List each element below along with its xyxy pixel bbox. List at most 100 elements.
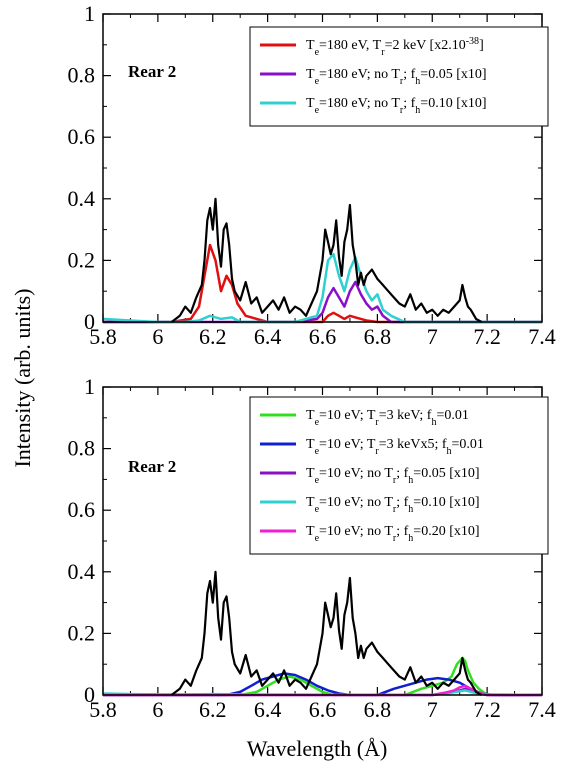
legend-text: =180 eV, T [319, 38, 382, 53]
x-tick-label: 5.8 [89, 697, 117, 722]
series-line-2 [103, 280, 542, 324]
legend-text: =10 eV; no T [319, 495, 393, 510]
legend-text: =0.10 [x10] [413, 495, 479, 510]
legend-text: =0.20 [x10] [413, 524, 479, 539]
legend-subscript: h [408, 504, 413, 515]
x-tick-label: 7 [427, 697, 438, 722]
y-tick-label: 0 [84, 309, 95, 334]
legend-text: T [306, 495, 315, 510]
legend-entry: Te=180 eV, Tr=2 keV [x2.10-38] [306, 36, 484, 58]
y-tick-label: 0.6 [68, 497, 96, 522]
y-tick-label: 0.2 [68, 620, 96, 645]
legend-entry: Te=180 eV; no Tr; fh=0.10 [x10] [306, 96, 487, 116]
y-tick-label: 0.8 [68, 63, 96, 88]
legend-subscript: r [400, 76, 404, 87]
series-line-5 [103, 684, 542, 697]
legend-text: ; f [396, 495, 408, 510]
y-tick-label: 1 [84, 1, 95, 26]
legend-text: T [306, 466, 315, 481]
legend-text: =0.05 [x10] [420, 67, 486, 82]
legend-text: ; f [396, 524, 408, 539]
chart-panel-1: 5.8 6 6.2 6.4 6.6 6.8 7 7.2 7.4 0 0.2 0.4 0.6 0.8 1 Rea… [68, 1, 556, 349]
legend-entry: Te=10 eV; no Tr; fh=0.20 [x10] [306, 524, 480, 544]
legend-subscript: e [315, 533, 320, 544]
panel-annotation: Rear 2 [128, 62, 176, 81]
legend-text: =10 eV; no T [319, 466, 393, 481]
y-tick-label: 0.4 [68, 559, 96, 584]
legend-text: ] [479, 38, 484, 53]
legend-box [249, 396, 549, 555]
y-tick-label: 1 [84, 374, 95, 399]
legend-text: =10 eV; no T [319, 524, 393, 539]
legend-subscript: h [415, 76, 420, 87]
legend-subscript: h [415, 105, 420, 116]
legend-text: =3 keV [379, 437, 421, 452]
x-tick-label: 6.4 [254, 324, 282, 349]
x-tick-label: 6.2 [199, 324, 227, 349]
x-tick-label: 6 [152, 324, 163, 349]
series-line-1 [103, 243, 542, 324]
x-tick-label: 6.8 [364, 697, 392, 722]
y-tick-label: 0.2 [68, 247, 96, 272]
legend-text: =180 eV; no T [319, 96, 400, 111]
legend-subscript: r [381, 47, 385, 58]
legend-subscript: r [400, 105, 404, 116]
panels: 5.8 6 6.2 6.4 6.6 6.8 7 7.2 7.4 0 0.2 0.4 0.6 0.8 1 Rea… [68, 1, 556, 722]
x-tick-label: 6.2 [199, 697, 227, 722]
y-tick-label: 0.4 [68, 186, 96, 211]
legend-subscript: h [447, 446, 452, 457]
x-tick-label: 5.8 [89, 324, 117, 349]
legend-subscript: r [393, 533, 397, 544]
y-tick-label: 0.6 [68, 124, 96, 149]
x-tick-label: 7.4 [528, 324, 556, 349]
legend-text: =0.05 [x10] [413, 466, 479, 481]
legend-subscript: e [315, 446, 320, 457]
legend-entry: Te=10 eV; Tr=3 keV; fh=0.01 [306, 408, 469, 428]
x-tick-label: 6 [152, 697, 163, 722]
y-axis-title: Intensity (arb. units) [10, 288, 35, 467]
legend-subscript: r [375, 417, 379, 428]
legend-text: ; f [403, 96, 415, 111]
legend-text: T [306, 437, 315, 452]
series-line-3 [102, 252, 542, 324]
legend-text: ; f [396, 466, 408, 481]
legend-text: =10 eV; T [319, 408, 376, 423]
legend-subscript: e [315, 417, 320, 428]
legend-text: T [306, 408, 315, 423]
series-line-6 [170, 570, 483, 696]
legend-text: =0.01 [436, 408, 468, 423]
legend-subscript: r [393, 475, 397, 486]
legend-entry: Te=10 eV; no Tr; fh=0.05 [x10] [306, 466, 480, 486]
x-tick-label: 7.4 [528, 697, 556, 722]
legend-text: T [306, 67, 315, 82]
panel-annotation: Rear 2 [128, 457, 176, 476]
chart-panel-2: 5.8 6 6.2 6.4 6.6 6.8 7 7.2 7.4 0 0.2 0.4 0.6 0.8 1 Rea… [68, 374, 556, 722]
x-axis-title: Wavelength (Å) [247, 736, 388, 761]
y-tick-label: 0.8 [68, 436, 96, 461]
x-tick-label: 6.6 [309, 324, 337, 349]
y-tick-label: 0 [84, 682, 95, 707]
legend-text: =2 keV [x2.10 [385, 38, 466, 53]
legend-entry: Te=10 eV; Tr=3 keVx5; fh=0.01 [306, 437, 484, 457]
legend-text: x5; f [420, 437, 446, 452]
legend-text: =0.01 [452, 437, 484, 452]
x-tick-label: 7.2 [473, 697, 501, 722]
legend-box [249, 26, 549, 127]
legend-superscript: -38 [466, 36, 479, 47]
legend-text: =0.10 [x10] [420, 96, 486, 111]
legend-entry: Te=180 eV; no Tr; fh=0.05 [x10] [306, 67, 487, 87]
legend-subscript: h [431, 417, 436, 428]
legend-subscript: e [315, 76, 320, 87]
legend-subscript: e [315, 105, 320, 116]
x-tick-label: 6.6 [309, 697, 337, 722]
legend-subscript: e [315, 475, 320, 486]
legend-entry: Te=10 eV; no Tr; fh=0.10 [x10] [306, 495, 480, 515]
legend-subscript: h [408, 475, 413, 486]
series-line-4 [170, 197, 483, 323]
legend-text: T [306, 38, 315, 53]
x-tick-label: 7.2 [473, 324, 501, 349]
plot-frame [102, 13, 543, 323]
legend-text: =180 eV; no T [319, 67, 400, 82]
legend-text: ; f [403, 67, 415, 82]
